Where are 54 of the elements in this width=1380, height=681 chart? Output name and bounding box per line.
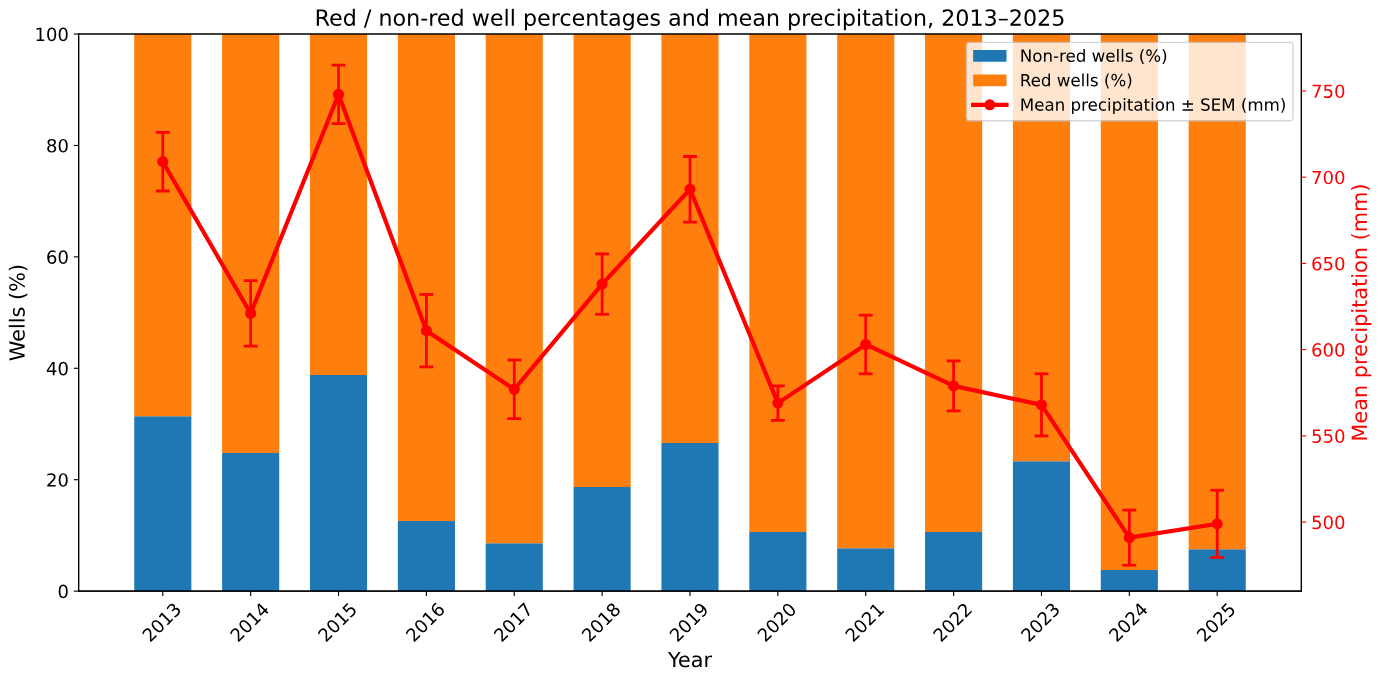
bar bbox=[397, 520, 455, 592]
point bbox=[1211, 518, 1223, 530]
bar bbox=[749, 34, 807, 533]
bar bbox=[573, 34, 631, 487]
y2-tick-label: 700 bbox=[1312, 170, 1345, 185]
point bbox=[157, 156, 169, 168]
bar bbox=[837, 34, 895, 549]
bar bbox=[134, 34, 192, 417]
bar bbox=[837, 548, 895, 592]
y2-tick-label: 650 bbox=[1312, 256, 1345, 271]
bar bbox=[573, 486, 631, 592]
bar bbox=[397, 34, 455, 521]
bar bbox=[309, 374, 368, 592]
bar bbox=[661, 442, 719, 592]
legend-label: Red wells (%) bbox=[1021, 73, 1132, 89]
point bbox=[508, 383, 520, 395]
y-tick-label: 40 bbox=[46, 361, 68, 376]
bar bbox=[134, 416, 192, 592]
bar bbox=[222, 34, 280, 453]
y-tick-label: 60 bbox=[47, 250, 68, 264]
bar bbox=[1100, 569, 1158, 592]
legend-label: Non-red wells (%) bbox=[1021, 49, 1167, 64]
point bbox=[948, 380, 960, 392]
bar bbox=[925, 34, 983, 533]
chart-title: Red / non-red well percentages and mean precipitation, 2013–2025 bbox=[316, 8, 1064, 31]
point bbox=[684, 183, 696, 195]
y2-axis-title: Mean precipitation (mm) bbox=[1351, 185, 1372, 440]
point bbox=[1123, 532, 1135, 544]
bar bbox=[1188, 549, 1246, 592]
bar bbox=[661, 34, 719, 443]
y2-tick-label: 550 bbox=[1312, 429, 1345, 444]
bar bbox=[925, 532, 983, 592]
y-axis-title: Wells (%) bbox=[8, 265, 28, 361]
point bbox=[420, 325, 432, 337]
bar bbox=[222, 452, 280, 592]
y-tick-label: 20 bbox=[47, 473, 68, 487]
point bbox=[1035, 399, 1048, 411]
y2-tick-label: 500 bbox=[1312, 515, 1345, 530]
bar bbox=[485, 34, 543, 544]
bar bbox=[1012, 461, 1071, 592]
y-tick-label: 100 bbox=[36, 27, 68, 42]
bar bbox=[485, 543, 543, 592]
y-tick-label: 0 bbox=[58, 584, 68, 599]
y2-tick-label: 750 bbox=[1312, 84, 1345, 99]
point bbox=[860, 338, 872, 351]
bar bbox=[309, 34, 368, 375]
y2-tick-label: 600 bbox=[1312, 343, 1345, 357]
legend-label: Mean precipitation ± SEM (mm) bbox=[1021, 97, 1285, 115]
y-tick-label: 80 bbox=[47, 138, 68, 153]
point bbox=[332, 88, 345, 100]
x-axis-title: Year bbox=[667, 651, 713, 668]
bar bbox=[749, 532, 807, 592]
point bbox=[772, 397, 784, 409]
point bbox=[596, 278, 608, 290]
